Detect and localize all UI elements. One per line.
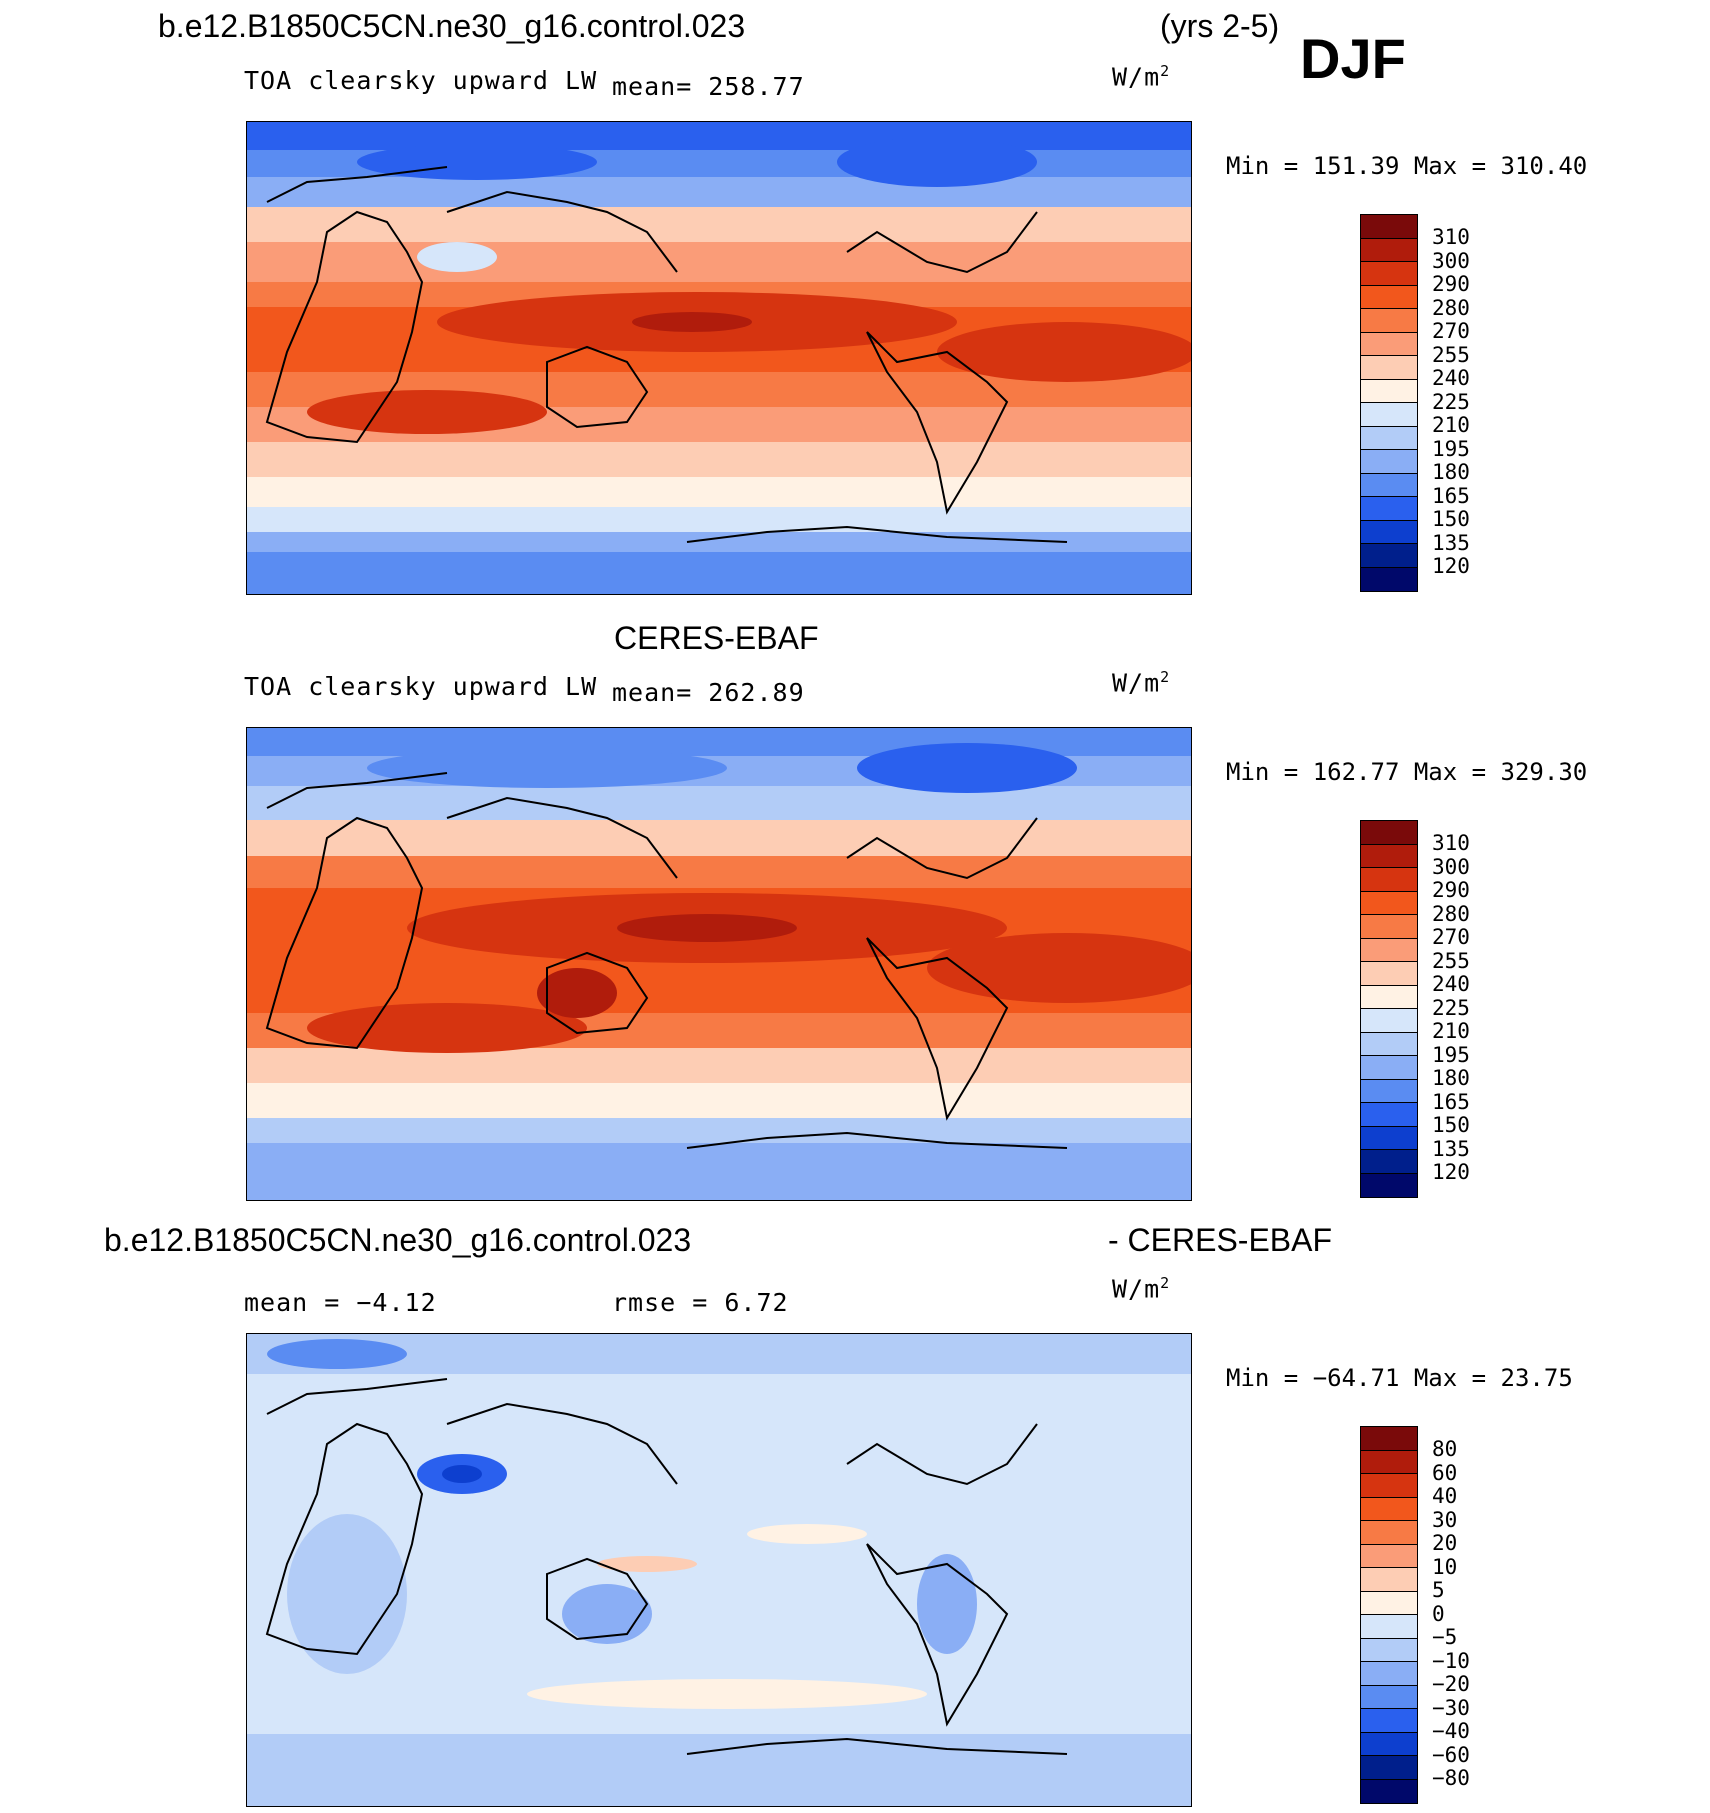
colorbar-label: 120 xyxy=(1432,1160,1470,1184)
colorbar-label: 0 xyxy=(1432,1601,1445,1626)
colorbar-label: 280 xyxy=(1432,901,1470,926)
panel3-map xyxy=(246,1333,1192,1807)
panel2-title: CERES-EBAF xyxy=(614,620,819,656)
colorbar-label: 5 xyxy=(1432,1578,1445,1602)
panel3-colorbar xyxy=(1360,1426,1418,1804)
panel3-colorbar-labels: 80 60 40 30 20 10 5 0 −5 −10 −20 −30 −40… xyxy=(1432,1437,1470,1791)
colorbar-label: 210 xyxy=(1432,1019,1470,1043)
panel2-map xyxy=(246,727,1192,1201)
colorbar-label: 255 xyxy=(1432,948,1470,973)
colorbar-label: −30 xyxy=(1432,1695,1470,1720)
panel3-mean: mean = −4.12 xyxy=(244,1288,437,1317)
season-label: DJF xyxy=(1300,27,1406,90)
colorbar-label: 135 xyxy=(1432,1136,1470,1161)
colorbar-label: 210 xyxy=(1432,413,1470,437)
colorbar-label: −5 xyxy=(1432,1625,1458,1649)
colorbar-label: 150 xyxy=(1432,1113,1470,1137)
colorbar-label: 135 xyxy=(1432,530,1470,555)
years-label: (yrs 2-5) xyxy=(1160,8,1280,44)
colorbar-label: 60 xyxy=(1432,1460,1458,1485)
colorbar-label: 290 xyxy=(1432,878,1470,902)
colorbar-label: 165 xyxy=(1432,1089,1470,1114)
colorbar-label: −40 xyxy=(1432,1719,1470,1743)
colorbar-label: −80 xyxy=(1432,1766,1470,1790)
colorbar-label: 195 xyxy=(1432,1042,1470,1067)
panel1-map xyxy=(246,121,1192,595)
colorbar-label: 280 xyxy=(1432,295,1470,320)
panel2-units: W/m2 xyxy=(1112,668,1171,698)
colorbar-label: 30 xyxy=(1432,1507,1458,1532)
panel1-units: W/m2 xyxy=(1112,62,1171,92)
colorbar-label: 300 xyxy=(1432,248,1470,273)
colorbar-label: 165 xyxy=(1432,483,1470,508)
panel2-colorbar xyxy=(1360,820,1418,1198)
colorbar-label: 300 xyxy=(1432,854,1470,879)
panel3-minmax: Min = −64.71 Max = 23.75 xyxy=(1226,1364,1573,1392)
colorbar-label: 290 xyxy=(1432,272,1470,296)
colorbar-label: 225 xyxy=(1432,995,1470,1020)
case-title: b.e12.B1850C5CN.ne30_g16.control.023 xyxy=(158,8,746,44)
colorbar-label: 310 xyxy=(1432,225,1470,249)
colorbar-label: 270 xyxy=(1432,925,1470,949)
colorbar-label: 270 xyxy=(1432,319,1470,343)
colorbar-label: 150 xyxy=(1432,507,1470,531)
panel2-map-svg xyxy=(247,728,1191,1200)
panel1-map-svg xyxy=(247,122,1191,594)
panel2-mean: mean= 262.89 xyxy=(612,678,805,707)
panel1-minmax: Min = 151.39 Max = 310.40 xyxy=(1226,152,1588,180)
panel1-mean: mean= 258.77 xyxy=(612,72,805,101)
colorbar-label: 195 xyxy=(1432,436,1470,461)
panel2-colorbar-labels: 310 300 290 280 270 255 240 225 210 195 … xyxy=(1432,831,1470,1185)
colorbar-label: 240 xyxy=(1432,972,1470,996)
panel3-title-right: - CERES-EBAF xyxy=(1108,1222,1333,1258)
panel1-colorbar-labels: 310 300 290 280 270 255 240 225 210 195 … xyxy=(1432,225,1470,579)
colorbar-label: −60 xyxy=(1432,1742,1470,1767)
colorbar-label: 180 xyxy=(1432,460,1470,484)
panel3-map-svg xyxy=(247,1334,1191,1806)
panel1-variable: TOA clearsky upward LW xyxy=(244,66,598,95)
colorbar-label: 20 xyxy=(1432,1531,1458,1555)
colorbar-label: 310 xyxy=(1432,831,1470,855)
colorbar-label: 120 xyxy=(1432,554,1470,578)
panel1-colorbar xyxy=(1360,214,1418,592)
colorbar-label: 255 xyxy=(1432,342,1470,367)
colorbar-label: −10 xyxy=(1432,1648,1470,1673)
panel2-minmax: Min = 162.77 Max = 329.30 xyxy=(1226,758,1588,786)
colorbar-label: 240 xyxy=(1432,366,1470,390)
colorbar-label: −20 xyxy=(1432,1672,1470,1696)
panel3-title-left: b.e12.B1850C5CN.ne30_g16.control.023 xyxy=(104,1222,692,1258)
panel3-rmse: rmse = 6.72 xyxy=(612,1288,789,1317)
panel3-units: W/m2 xyxy=(1112,1274,1171,1304)
panel2-variable: TOA clearsky upward LW xyxy=(244,672,598,701)
colorbar-label: 180 xyxy=(1432,1066,1470,1090)
colorbar-label: 80 xyxy=(1432,1437,1458,1461)
colorbar-label: 225 xyxy=(1432,389,1470,414)
colorbar-label: 40 xyxy=(1432,1484,1458,1508)
colorbar-label: 10 xyxy=(1432,1554,1458,1579)
